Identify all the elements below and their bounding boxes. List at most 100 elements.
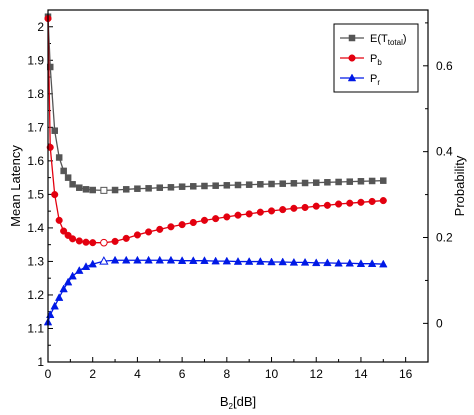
- x-tick-label: 4: [134, 367, 141, 381]
- y-left-tick-label: 1.1: [27, 321, 44, 335]
- data-point: [368, 197, 376, 206]
- series-line: [47, 259, 384, 323]
- data-point: [177, 256, 187, 264]
- data-point: [222, 256, 232, 265]
- data-point: [267, 257, 276, 266]
- data-point: [346, 178, 354, 185]
- y-right-tick-label: 0.6: [436, 59, 453, 73]
- data-point: [189, 218, 197, 227]
- tick-labels: 0 2 4 6 8 10 12 14 16 1 1.1 1.2 1.3 1.4 1.5 1.6 1.7 1.8 1.…: [27, 20, 453, 381]
- series-line: [47, 18, 384, 244]
- legend: E(Ttotal) Pb Pr: [333, 23, 419, 93]
- data-point: [300, 257, 310, 266]
- data-point: [178, 221, 186, 229]
- data-point: [256, 257, 265, 265]
- data-point: [111, 237, 119, 245]
- data-point: [59, 284, 68, 293]
- data-point: [133, 231, 141, 239]
- legend-marker: [348, 54, 356, 62]
- data-point: [324, 179, 331, 186]
- data-point: [167, 184, 175, 191]
- x-tick-label: 16: [399, 367, 413, 381]
- legend-entry-label: Pr: [370, 73, 380, 87]
- data-point: [99, 256, 109, 265]
- data-point: [379, 197, 387, 205]
- data-point: [346, 199, 354, 207]
- data-point: [82, 238, 90, 246]
- x-tick-label: 6: [179, 367, 186, 381]
- data-point: [368, 177, 376, 185]
- legend-entry-label: Pb: [370, 53, 382, 67]
- legend-marker: [347, 73, 357, 82]
- data-point: [156, 184, 164, 191]
- data-point: [335, 200, 343, 208]
- data-point: [357, 178, 365, 185]
- data-point: [122, 255, 131, 264]
- data-point: [234, 211, 242, 219]
- data-point: [223, 213, 231, 221]
- data-point: [379, 259, 388, 268]
- data-point: [100, 186, 108, 194]
- data-point: [279, 180, 286, 187]
- data-point: [244, 257, 254, 265]
- data-point: [201, 182, 208, 190]
- data-point: [51, 191, 59, 199]
- data-point: [223, 182, 231, 189]
- data-point: [211, 256, 220, 265]
- data-point: [268, 180, 275, 188]
- data-point: [134, 185, 141, 192]
- data-point: [356, 259, 366, 267]
- data-point: [200, 256, 209, 264]
- x-axis-label-suffix: [dB]: [233, 394, 256, 409]
- x-tick-label: 0: [45, 367, 52, 381]
- data-point: [50, 301, 59, 310]
- data-point: [156, 225, 164, 233]
- data-point: [63, 277, 73, 286]
- plot-frame: [47, 9, 429, 363]
- data-point: [155, 255, 164, 264]
- series-2: [43, 255, 388, 326]
- data-point: [75, 237, 83, 245]
- data-point: [76, 184, 83, 191]
- series-line: [47, 16, 384, 192]
- y-left-tick-label: 1.6: [27, 154, 44, 168]
- data-point: [367, 259, 377, 267]
- y-left-tick-label: 1.8: [27, 87, 44, 101]
- legend-entry-label: E(Ttotal): [370, 33, 407, 47]
- data-point: [345, 258, 354, 267]
- data-point: [245, 181, 253, 188]
- data-point: [289, 257, 299, 266]
- data-point: [267, 207, 276, 215]
- data-point: [55, 154, 63, 161]
- data-point: [312, 179, 320, 186]
- data-point: [257, 181, 264, 188]
- series-1: [44, 15, 387, 247]
- data-point: [81, 262, 91, 270]
- data-point: [110, 255, 120, 264]
- x-axis-label-main: B: [220, 394, 229, 409]
- data-point: [144, 255, 153, 264]
- x-tick-label: 2: [89, 367, 96, 381]
- data-point: [82, 186, 90, 193]
- data-point: [234, 181, 242, 189]
- x-tick-label: 8: [223, 367, 230, 381]
- x-axis-label: B2[dB]: [220, 394, 256, 411]
- data-point: [212, 215, 220, 223]
- data-point: [312, 258, 321, 267]
- data-point: [145, 185, 152, 192]
- y-left-tick-label: 1.7: [27, 120, 44, 134]
- y-right-tick-label: 0: [436, 316, 443, 330]
- data-point: [51, 127, 58, 134]
- data-point: [190, 183, 197, 190]
- data-point: [323, 258, 332, 267]
- x-tick-label: 10: [265, 367, 279, 381]
- x-tick-label: 14: [354, 367, 368, 381]
- data-point: [334, 258, 343, 267]
- data-point: [88, 259, 97, 268]
- data-point: [380, 177, 387, 184]
- y-axis-label-left: Mean Latency: [8, 145, 23, 227]
- data-point: [290, 204, 298, 212]
- data-point: [75, 266, 84, 274]
- data-point: [167, 223, 175, 231]
